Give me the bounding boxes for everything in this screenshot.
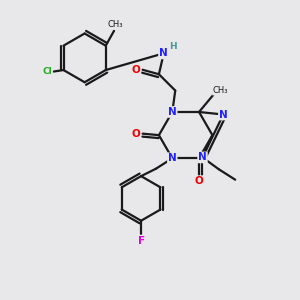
Text: Cl: Cl: [42, 67, 52, 76]
Text: N: N: [219, 110, 228, 119]
Text: N: N: [198, 152, 207, 162]
Text: N: N: [168, 107, 177, 117]
Text: O: O: [195, 176, 203, 186]
Text: H: H: [169, 42, 177, 51]
Text: O: O: [132, 65, 140, 75]
Text: F: F: [137, 236, 145, 246]
Text: CH₃: CH₃: [213, 86, 228, 95]
Text: CH₃: CH₃: [108, 20, 123, 29]
Text: N: N: [168, 153, 177, 163]
Text: O: O: [132, 129, 140, 139]
Text: N: N: [159, 48, 168, 59]
